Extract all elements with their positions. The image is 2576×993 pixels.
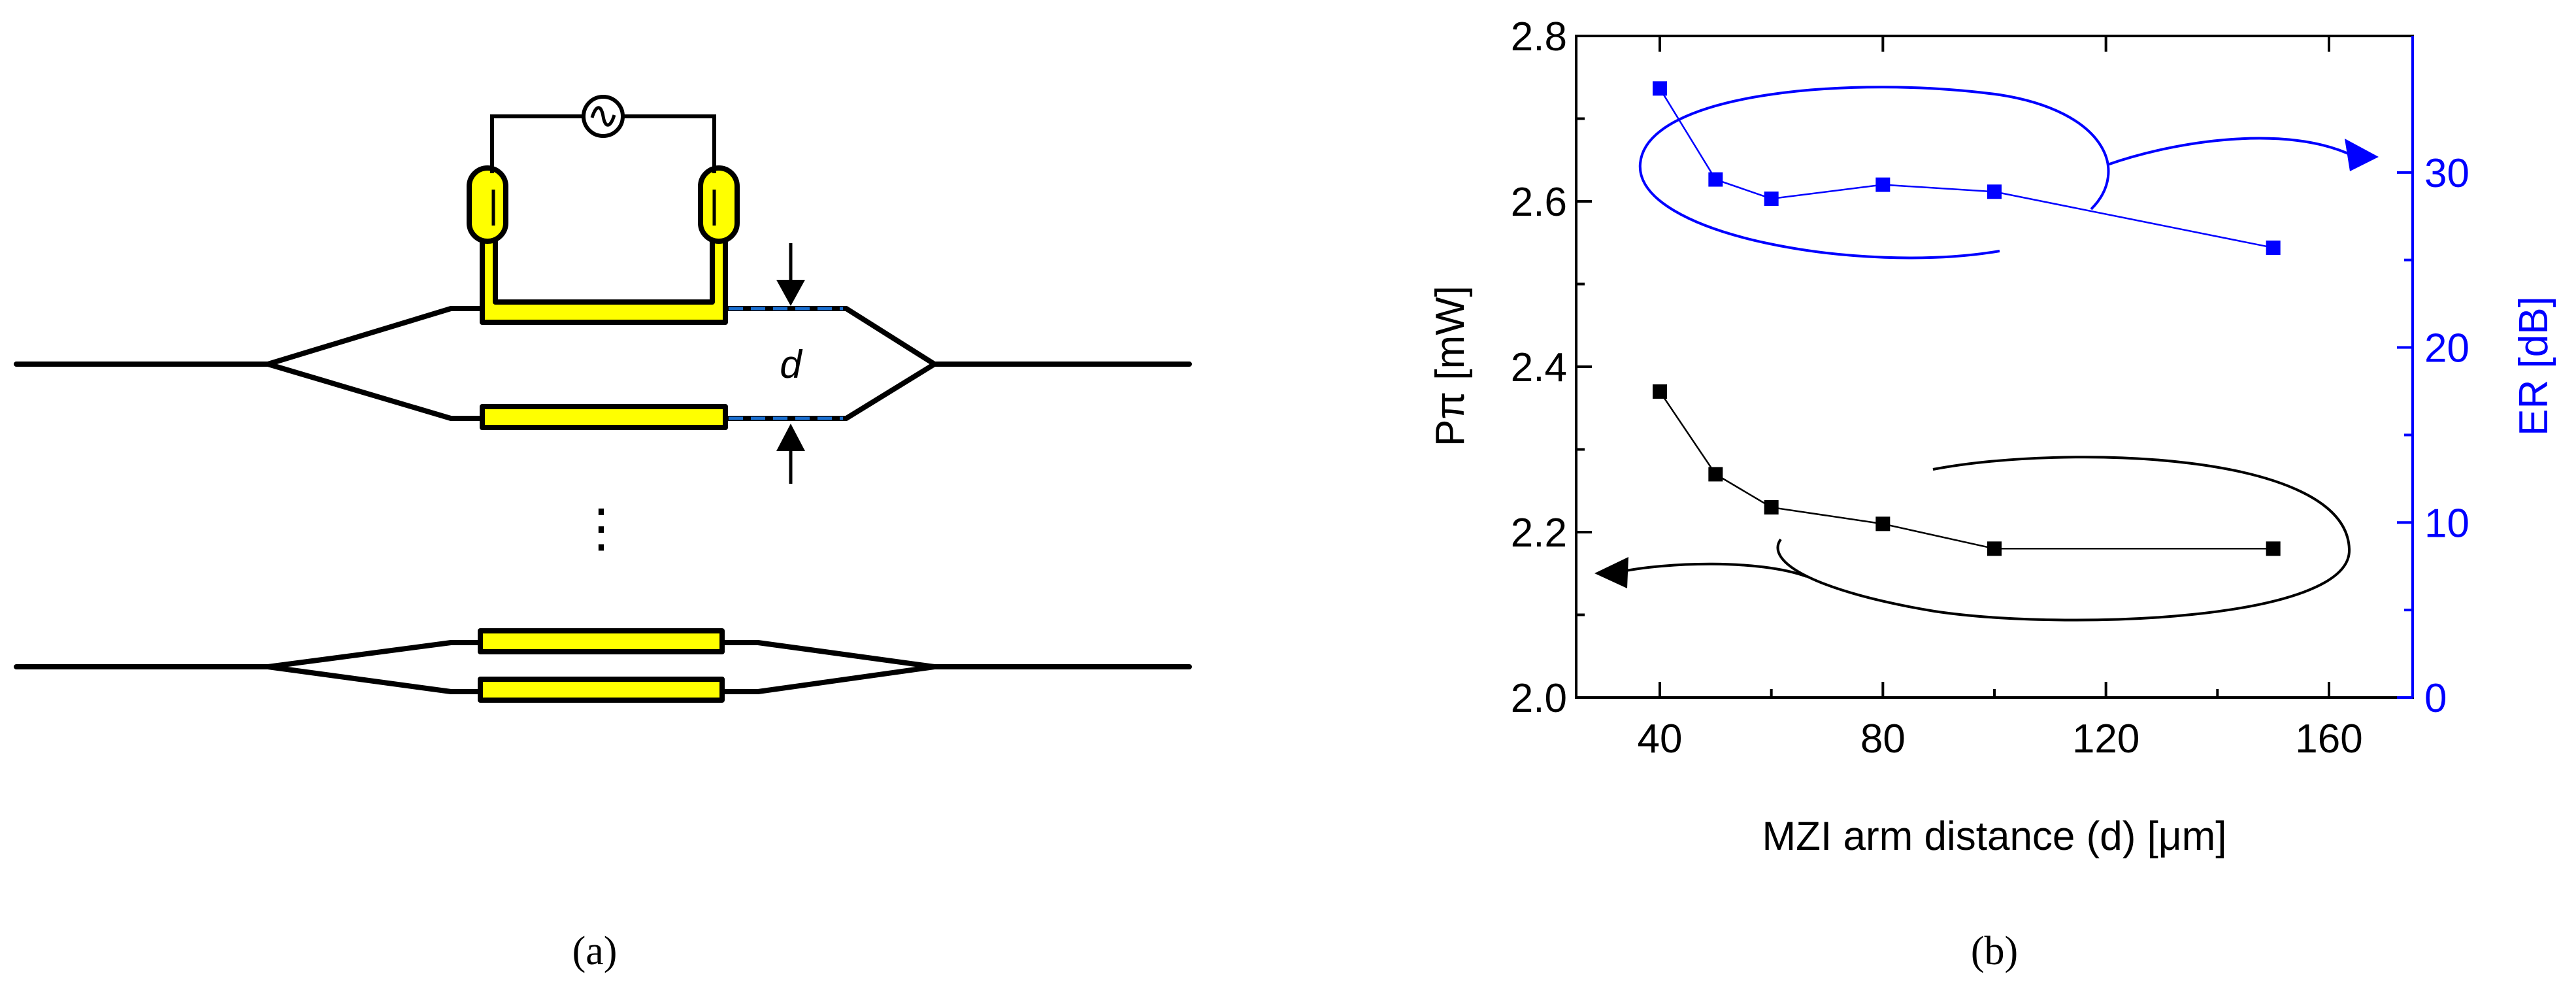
right-tick-label: 20 bbox=[2424, 326, 2469, 371]
contact-pad-left bbox=[467, 165, 508, 244]
data-point bbox=[2266, 541, 2281, 556]
ac-circuit bbox=[490, 95, 716, 226]
caption-a: (a) bbox=[572, 929, 618, 973]
data-point bbox=[1875, 516, 1891, 531]
pi-arrow-path bbox=[1619, 562, 1808, 578]
data-point bbox=[1987, 184, 2002, 199]
data-point bbox=[1764, 500, 1779, 515]
left-tick-label: 2.6 bbox=[1511, 180, 1567, 225]
y-right-axis-ticks: 0 10 20 30 bbox=[2397, 151, 2469, 721]
y-right-axis-label: ER [dB] bbox=[2511, 296, 2556, 436]
circuit-wire bbox=[623, 114, 716, 173]
left-tick-label: 2.0 bbox=[1511, 676, 1567, 721]
pi-arrow-head-icon bbox=[1594, 557, 1628, 588]
gap-annotation: d bbox=[729, 243, 843, 484]
circuit-wire bbox=[490, 114, 584, 173]
ellipsis-icon: ⋮ bbox=[575, 499, 627, 557]
x-tick-label: 40 bbox=[1638, 716, 1683, 762]
er-series-annotation bbox=[1638, 86, 2379, 260]
er-arrow-head-icon bbox=[2345, 139, 2379, 171]
pi-series-annotation bbox=[1594, 456, 2351, 622]
data-point bbox=[1764, 191, 1779, 206]
heater-electrode-bottom-lower bbox=[478, 677, 725, 703]
left-tick-label: 2.2 bbox=[1511, 511, 1567, 556]
chart-b: 40 80 120 160 2.0 2.2 2.4 2.6 2.8 0 10 20 30 MZI a… bbox=[1428, 14, 2556, 859]
arrow-down-icon bbox=[776, 280, 805, 306]
left-tick-label: 2.4 bbox=[1511, 345, 1567, 390]
data-point bbox=[1653, 81, 1667, 96]
er-ellipse bbox=[1638, 86, 2110, 260]
x-axis-ticks: 40 80 120 160 bbox=[1638, 36, 2363, 762]
data-point bbox=[1875, 177, 1891, 192]
er-series bbox=[1653, 81, 2281, 255]
data-point bbox=[1653, 384, 1667, 399]
gap-label: d bbox=[780, 343, 802, 386]
heater-electrode-bottom-upper bbox=[478, 628, 725, 654]
data-point bbox=[1708, 467, 1723, 482]
x-tick-label: 160 bbox=[2295, 716, 2362, 762]
pi-series bbox=[1653, 384, 2281, 556]
arrow-up-icon bbox=[776, 424, 805, 451]
series-line bbox=[1659, 391, 2273, 550]
caption-b: (b) bbox=[1971, 929, 2018, 973]
heater-electrode-lower-arm bbox=[480, 404, 728, 430]
x-tick-label: 120 bbox=[2072, 716, 2139, 762]
series-line bbox=[1659, 88, 2273, 249]
data-point bbox=[1987, 541, 2002, 556]
y-left-axis-label: Pπ [mW] bbox=[1428, 286, 1473, 446]
ac-wave-icon bbox=[590, 106, 616, 127]
pi-ellipse bbox=[1776, 456, 2351, 622]
y-left-axis-ticks: 2.0 2.2 2.4 2.6 2.8 bbox=[1511, 14, 1592, 721]
right-tick-label: 30 bbox=[2424, 151, 2469, 196]
electrodes bbox=[467, 165, 740, 703]
x-axis-label: MZI arm distance (d) [μm] bbox=[1762, 814, 2227, 859]
data-point bbox=[1708, 172, 1723, 187]
right-tick-label: 10 bbox=[2424, 501, 2469, 546]
heater-electrode-top bbox=[480, 216, 728, 325]
left-tick-label: 2.8 bbox=[1511, 14, 1567, 59]
contact-pad-right bbox=[698, 165, 740, 244]
er-arrow-path bbox=[2107, 137, 2353, 166]
x-tick-label: 80 bbox=[1860, 716, 1906, 762]
data-point bbox=[2266, 240, 2281, 255]
right-tick-label: 0 bbox=[2424, 676, 2447, 721]
